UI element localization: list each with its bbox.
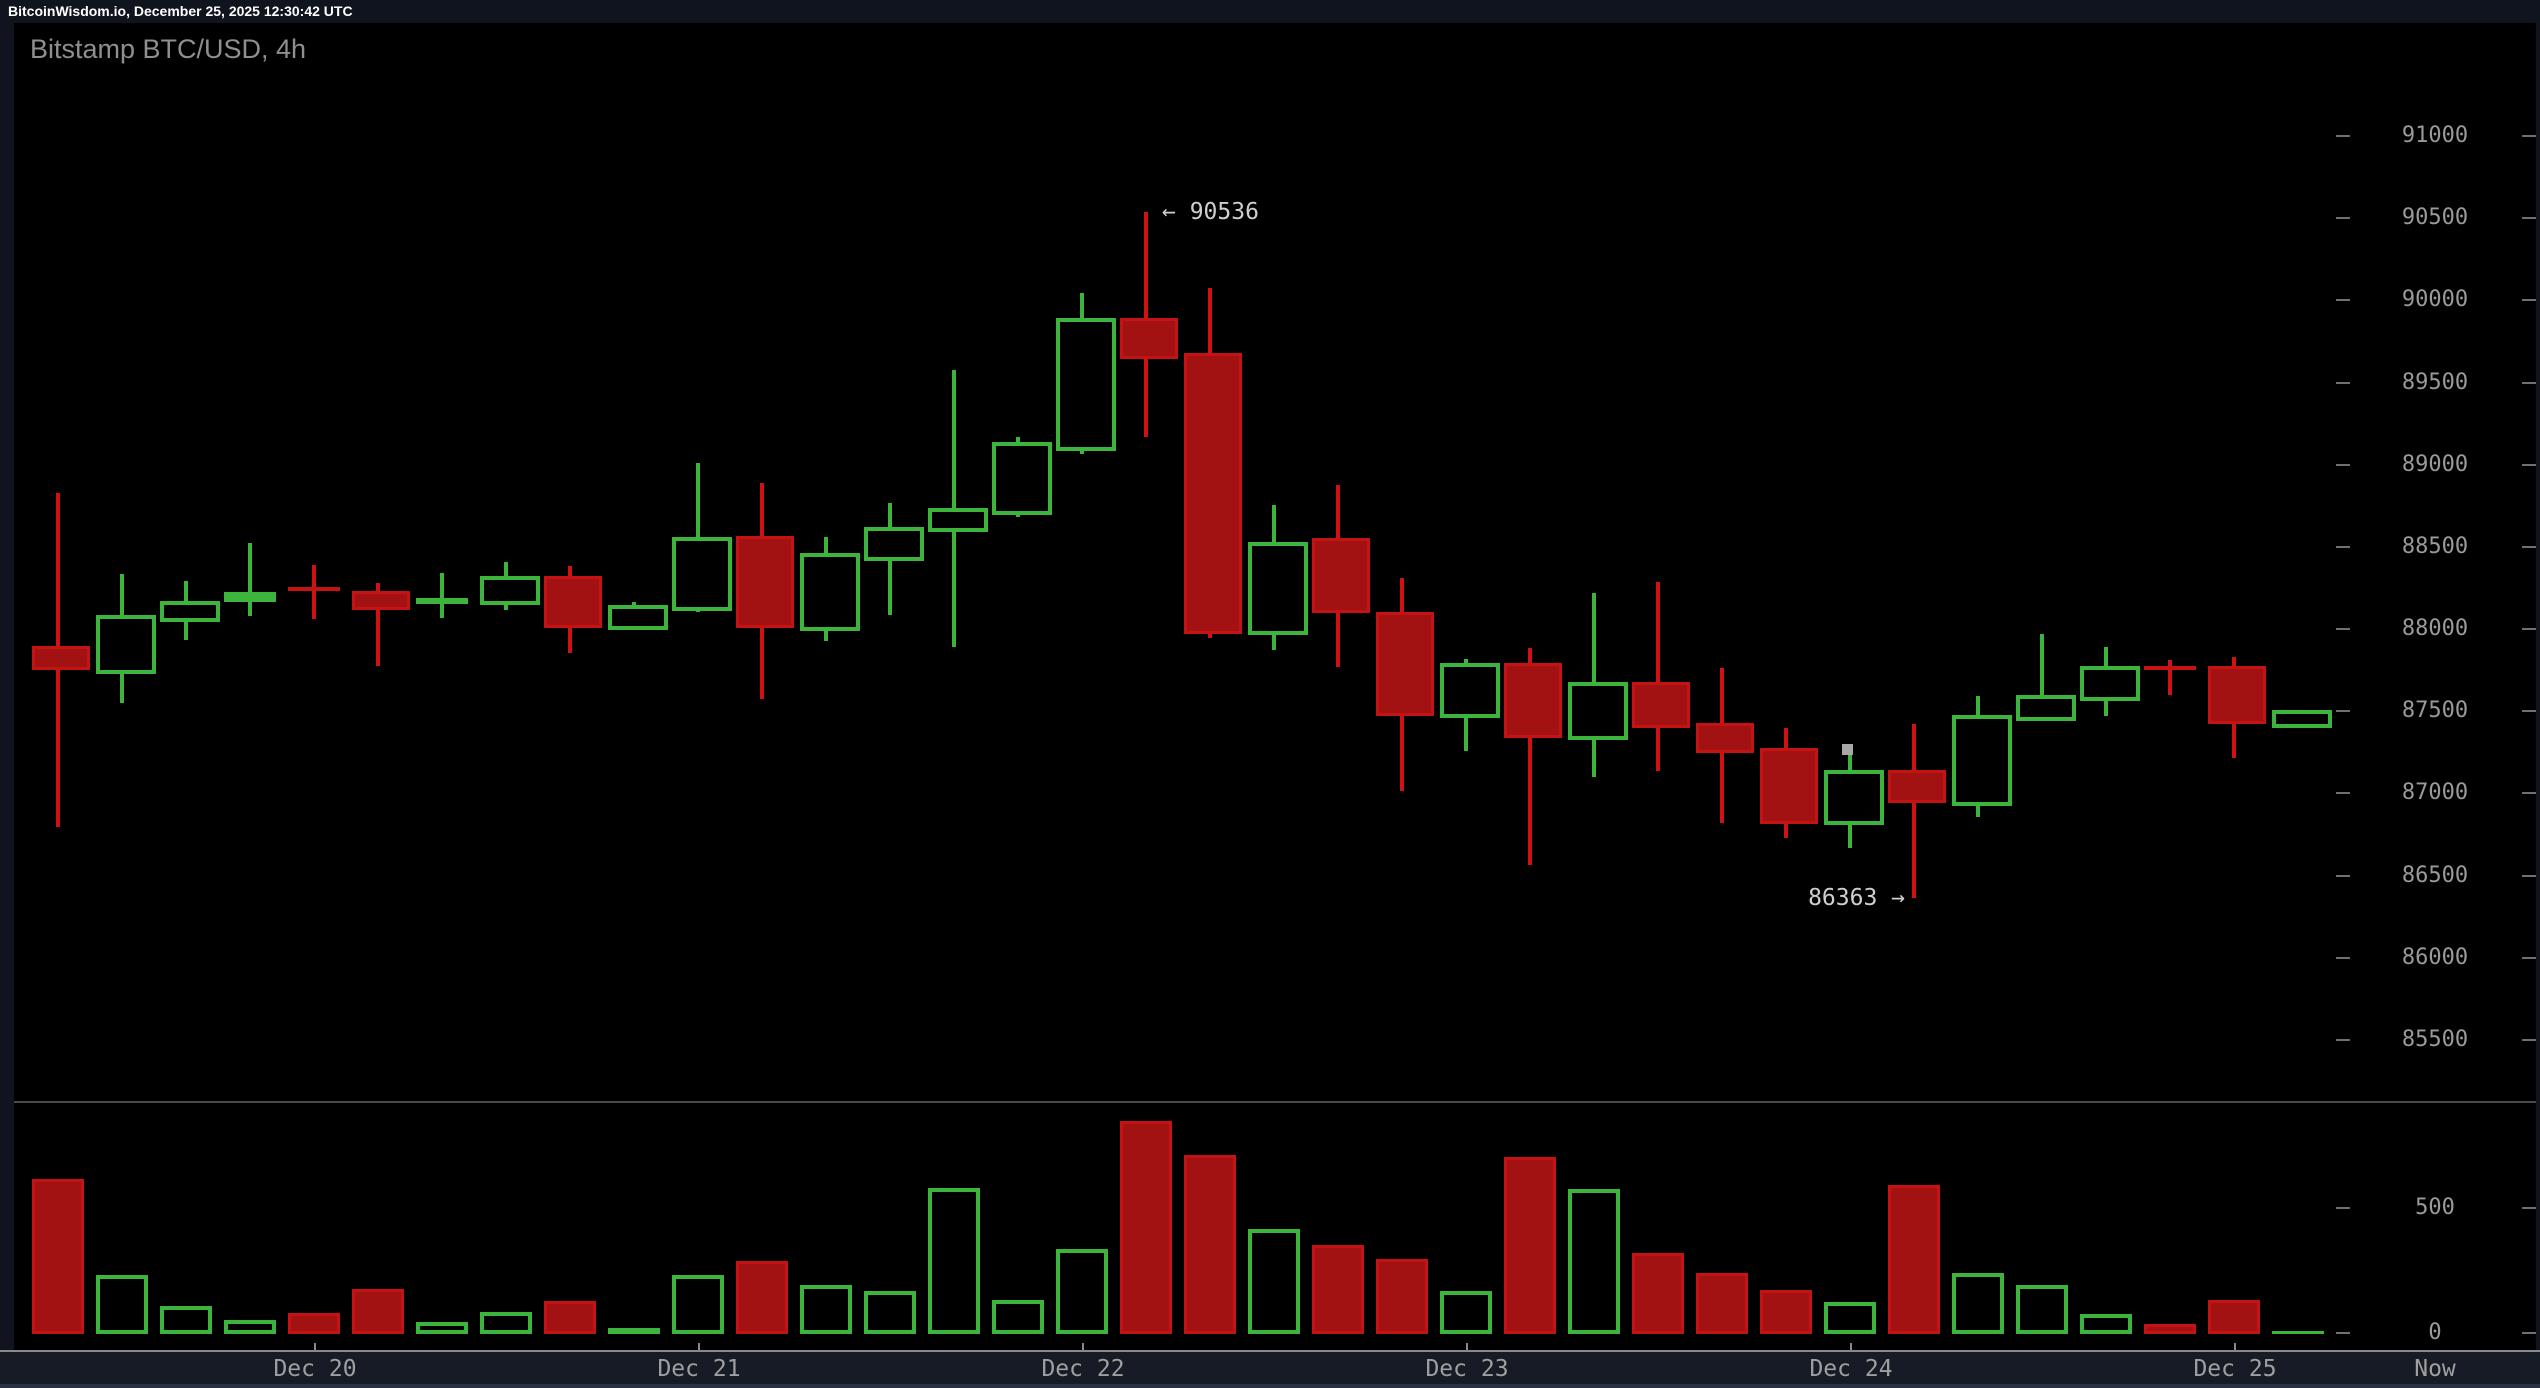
x-axis-day-label: Dec 24 [1809,1356,1893,1382]
time-axis-strip: Now [0,1352,2540,1388]
volume-tick-right [2522,1207,2536,1209]
price-tick-left [2336,628,2350,631]
price-axis-label: 87500 [2401,698,2469,724]
price-tick-right [2522,299,2536,302]
price-axis-label: 89000 [2401,451,2469,477]
status-timestamp: BitcoinWisdom.io, December 25, 2025 12:3… [8,3,353,19]
price-tick-right [2522,956,2536,959]
volume-axis-label: 500 [2415,1195,2455,1220]
x-label-now: Now [2414,1356,2456,1382]
price-tick-left [2336,874,2350,877]
price-tick-right [2522,381,2536,384]
volume-tick-right [2522,1332,2536,1334]
price-axis-label: 90500 [2401,205,2469,231]
x-axis-day-label: Dec 21 [657,1356,741,1382]
price-axis-label: 88500 [2401,533,2469,559]
price-tick-left [2336,1038,2350,1041]
price-tick-right [2522,545,2536,548]
volume-chart-pane[interactable] [14,1103,2330,1350]
price-chart-pane[interactable] [14,23,2330,1101]
x-axis-day-label: Dec 22 [1041,1356,1125,1382]
price-axis-label: 85500 [2401,1026,2469,1052]
left-border-strip [0,23,14,1352]
price-tick-right [2522,710,2536,713]
price-tick-left [2336,217,2350,220]
price-tick-right [2522,874,2536,877]
top-status-bar: BitcoinWisdom.io, December 25, 2025 12:3… [0,0,2540,23]
x-axis-day-label: Dec 25 [2193,1356,2277,1382]
price-tick-left [2336,545,2350,548]
price-tick-right [2522,463,2536,466]
price-axis-label: 90000 [2401,287,2469,313]
x-axis-day-label: Dec 23 [1425,1356,1509,1382]
price-tick-left [2336,463,2350,466]
volume-tick-left [2336,1207,2350,1209]
volume-axis-label: 0 [2428,1320,2442,1345]
price-axis-label: 86500 [2401,862,2469,888]
price-axis-label: 91000 [2401,123,2469,148]
price-axis-label: 89500 [2401,369,2469,395]
price-volume-separator [14,1101,2536,1103]
price-axis-label: 87000 [2401,780,2469,806]
price-tick-left [2336,710,2350,713]
price-tick-right [2522,1038,2536,1041]
page-title: Bitstamp BTC/USD, 4h [30,34,307,64]
price-axis-label: 88000 [2401,616,2469,642]
right-border-strip [2536,23,2540,1352]
bottom-edge-line [0,1384,2540,1388]
price-tick-left [2336,381,2350,384]
price-tick-right [2522,792,2536,795]
price-tick-left [2336,956,2350,959]
price-tick-right [2522,628,2536,631]
price-tick-left [2336,135,2350,137]
price-axis-label: 86000 [2401,944,2469,970]
price-tick-right [2522,217,2536,220]
volume-tick-left [2336,1332,2350,1334]
price-tick-right [2522,135,2536,137]
time-axis-line [0,1350,2540,1352]
price-tick-left [2336,299,2350,302]
x-axis-day-label: Dec 20 [273,1356,357,1382]
price-tick-left [2336,792,2350,795]
